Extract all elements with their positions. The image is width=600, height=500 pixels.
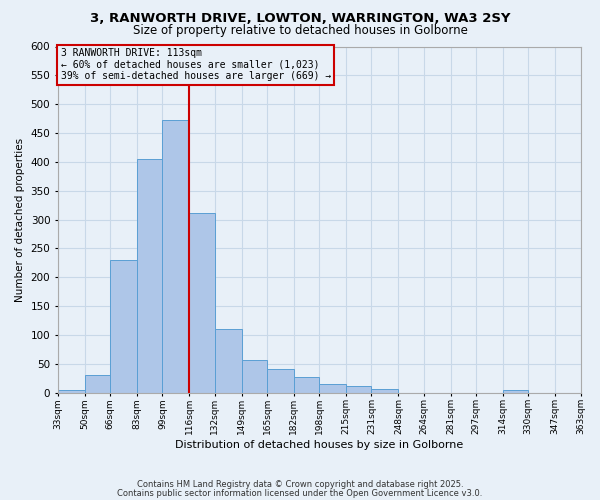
- Bar: [215, 329, 242, 392]
- Text: Contains public sector information licensed under the Open Government Licence v3: Contains public sector information licen…: [118, 488, 482, 498]
- Bar: [137, 159, 163, 392]
- Bar: [242, 360, 267, 392]
- Bar: [319, 384, 346, 392]
- Text: Size of property relative to detached houses in Golborne: Size of property relative to detached ho…: [133, 24, 467, 37]
- X-axis label: Distribution of detached houses by size in Golborne: Distribution of detached houses by size …: [175, 440, 463, 450]
- Bar: [85, 375, 110, 392]
- Bar: [503, 390, 528, 392]
- Bar: [346, 386, 371, 392]
- Bar: [110, 260, 137, 392]
- Bar: [371, 389, 398, 392]
- Bar: [163, 120, 190, 392]
- Text: 3, RANWORTH DRIVE, LOWTON, WARRINGTON, WA3 2SY: 3, RANWORTH DRIVE, LOWTON, WARRINGTON, W…: [90, 12, 510, 26]
- Bar: [294, 377, 319, 392]
- Bar: [58, 390, 85, 392]
- Text: Contains HM Land Registry data © Crown copyright and database right 2025.: Contains HM Land Registry data © Crown c…: [137, 480, 463, 489]
- Text: 3 RANWORTH DRIVE: 113sqm
← 60% of detached houses are smaller (1,023)
39% of sem: 3 RANWORTH DRIVE: 113sqm ← 60% of detach…: [61, 48, 331, 82]
- Y-axis label: Number of detached properties: Number of detached properties: [15, 138, 25, 302]
- Bar: [267, 370, 294, 392]
- Bar: [190, 212, 215, 392]
